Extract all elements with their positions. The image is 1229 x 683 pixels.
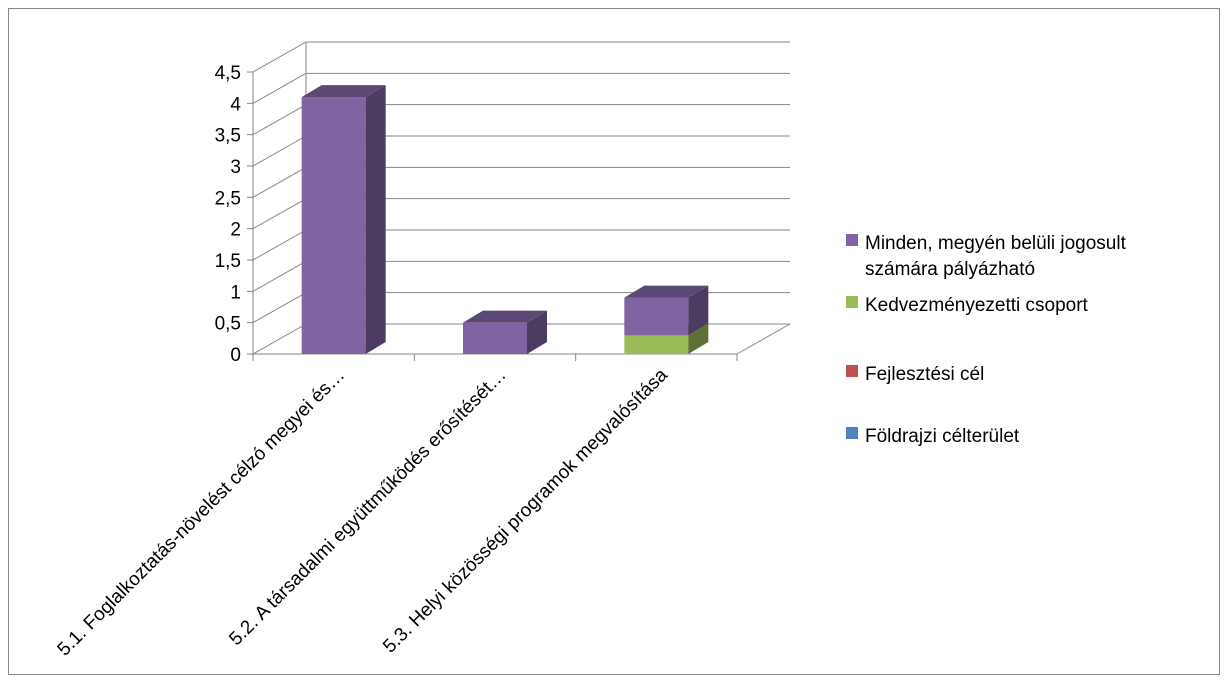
legend-label: Minden, megyén belüli jogosult bbox=[865, 233, 1127, 254]
y-tick-label: 0 bbox=[230, 345, 241, 366]
y-tick-label: 0,5 bbox=[215, 314, 241, 335]
y-tick-label: 3,5 bbox=[215, 126, 241, 147]
category-label: 5.1. Foglalkoztatás-növelést célzó megye… bbox=[54, 365, 350, 661]
legend-swatch bbox=[846, 234, 858, 246]
bar-top bbox=[463, 310, 547, 323]
y-tick-label: 3 bbox=[230, 157, 241, 178]
y-tick-label: 4 bbox=[230, 94, 241, 115]
category-labels: 5.1. Foglalkoztatás-növelést célzó megye… bbox=[54, 364, 673, 660]
legend-swatch bbox=[846, 365, 858, 377]
gridline-side bbox=[252, 104, 307, 136]
legend-item: Minden, megyén belüli jogosult számára pá… bbox=[846, 233, 1127, 280]
category-label: 5.2. A társadalmi együttműködés erősítés… bbox=[225, 365, 510, 650]
legend-label: Földrajzi célterület bbox=[865, 426, 1020, 447]
bar-front bbox=[624, 297, 689, 336]
legend-label: számára pályázható bbox=[865, 259, 1035, 280]
gridline-side bbox=[252, 41, 307, 73]
bar-segment bbox=[463, 310, 547, 354]
gridline-side bbox=[252, 166, 307, 198]
bar-front bbox=[624, 335, 689, 354]
gridline-side bbox=[252, 135, 307, 167]
legend-item: Kedvezményezetti csoport bbox=[846, 295, 1089, 316]
category-label: 5.3. Helyi közösségi programok megvalósí… bbox=[379, 364, 672, 657]
legend: Minden, megyén belüli jogosult számára pá… bbox=[846, 233, 1127, 447]
gridline-side bbox=[252, 323, 307, 355]
gridline-side bbox=[252, 198, 307, 230]
chart-frame bbox=[8, 8, 1220, 675]
y-tick-label: 1 bbox=[230, 282, 241, 303]
bar-segment bbox=[624, 285, 709, 336]
bars bbox=[301, 85, 709, 355]
bar-top bbox=[301, 85, 386, 98]
legend-label: Fejlesztési cél bbox=[865, 364, 984, 385]
legend-label: Kedvezményezetti csoport bbox=[865, 295, 1089, 316]
legend-item: Fejlesztési cél bbox=[846, 364, 984, 385]
bar-side bbox=[688, 323, 709, 354]
bar-front bbox=[301, 97, 366, 355]
bar-side bbox=[688, 285, 709, 336]
bar-top bbox=[624, 285, 709, 298]
bar-side bbox=[527, 310, 547, 354]
y-tick-label: 1,5 bbox=[215, 251, 241, 272]
bar-side bbox=[365, 85, 386, 355]
y-tick-label: 4,5 bbox=[215, 63, 241, 84]
legend-item: Földrajzi célterület bbox=[846, 426, 1020, 447]
y-axis-ticks: 0 0,5 1 1,5 2 2,5 3 3,5 4 4,5 bbox=[215, 63, 242, 366]
y-tick-label: 2 bbox=[230, 220, 241, 241]
legend-swatch bbox=[846, 296, 858, 308]
gridline-side bbox=[252, 260, 307, 292]
gridline-side bbox=[252, 292, 307, 324]
gridline-side bbox=[252, 72, 307, 104]
legend-swatch bbox=[846, 427, 858, 439]
gridline-side bbox=[252, 229, 307, 261]
bar-segment bbox=[301, 85, 386, 355]
floor-right-edge bbox=[736, 323, 791, 355]
gridlines bbox=[252, 41, 790, 355]
y-tick-label: 2,5 bbox=[215, 188, 241, 209]
bar-front bbox=[463, 322, 527, 354]
